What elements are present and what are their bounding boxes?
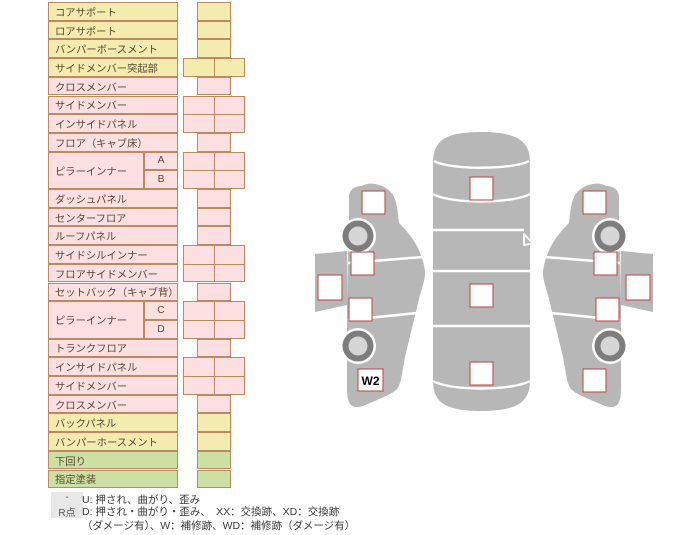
svg-text:W2: W2 [362, 374, 380, 388]
